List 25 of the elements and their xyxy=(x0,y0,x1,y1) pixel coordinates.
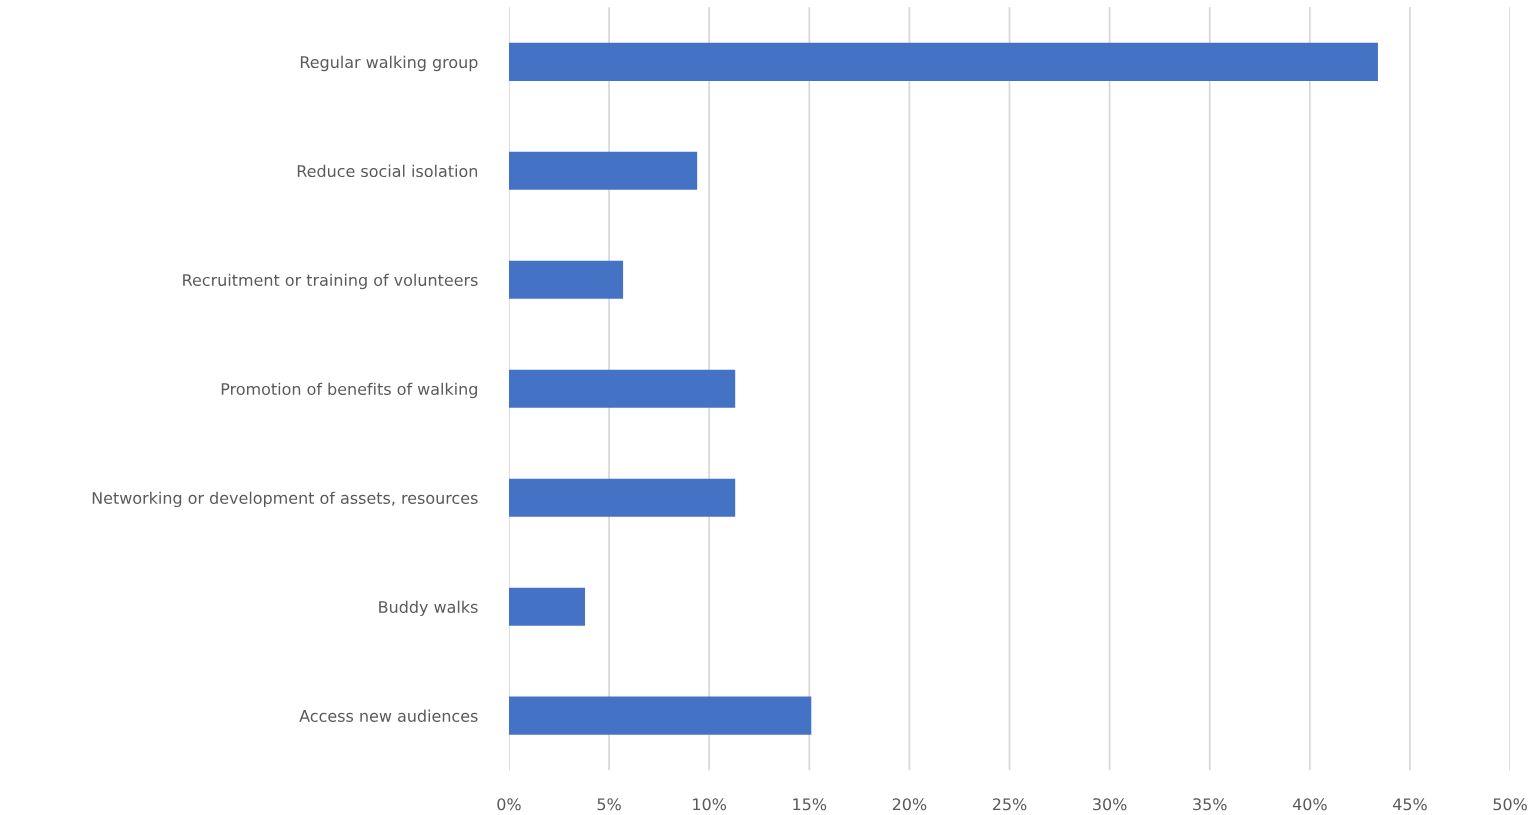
y-tick-label: Regular walking group xyxy=(300,55,478,72)
x-tick-label: 45% xyxy=(1392,798,1427,811)
y-tick-label: Reduce social isolation xyxy=(297,164,478,178)
bar xyxy=(508,587,586,626)
y-tick-label: Access new audiences xyxy=(299,709,478,722)
bar xyxy=(508,42,1378,81)
x-tick-label: 20% xyxy=(892,798,927,811)
y-tick-label: Recruitment or training of volunteers xyxy=(183,273,478,290)
x-tick-label: 50% xyxy=(1493,798,1527,811)
bar xyxy=(508,696,812,735)
y-tick-label: Networking or development of assets, resources xyxy=(92,491,478,508)
bar xyxy=(508,260,624,299)
x-tick-label: 40% xyxy=(1292,798,1327,811)
bar xyxy=(508,369,736,408)
x-tick-label: 10% xyxy=(693,798,727,811)
x-tick-label: 5% xyxy=(597,798,621,811)
bar xyxy=(508,151,698,190)
x-tick-label: 0% xyxy=(497,798,521,811)
y-tick-label: Promotion of benefits of walking xyxy=(221,382,477,399)
y-tick-label: Buddy walks xyxy=(379,600,478,617)
x-tick-label: 25% xyxy=(992,798,1027,811)
bar xyxy=(508,478,736,517)
x-tick-label: 35% xyxy=(1193,798,1227,811)
x-tick-label: 30% xyxy=(1093,798,1127,811)
x-tick-label: 15% xyxy=(793,798,827,811)
